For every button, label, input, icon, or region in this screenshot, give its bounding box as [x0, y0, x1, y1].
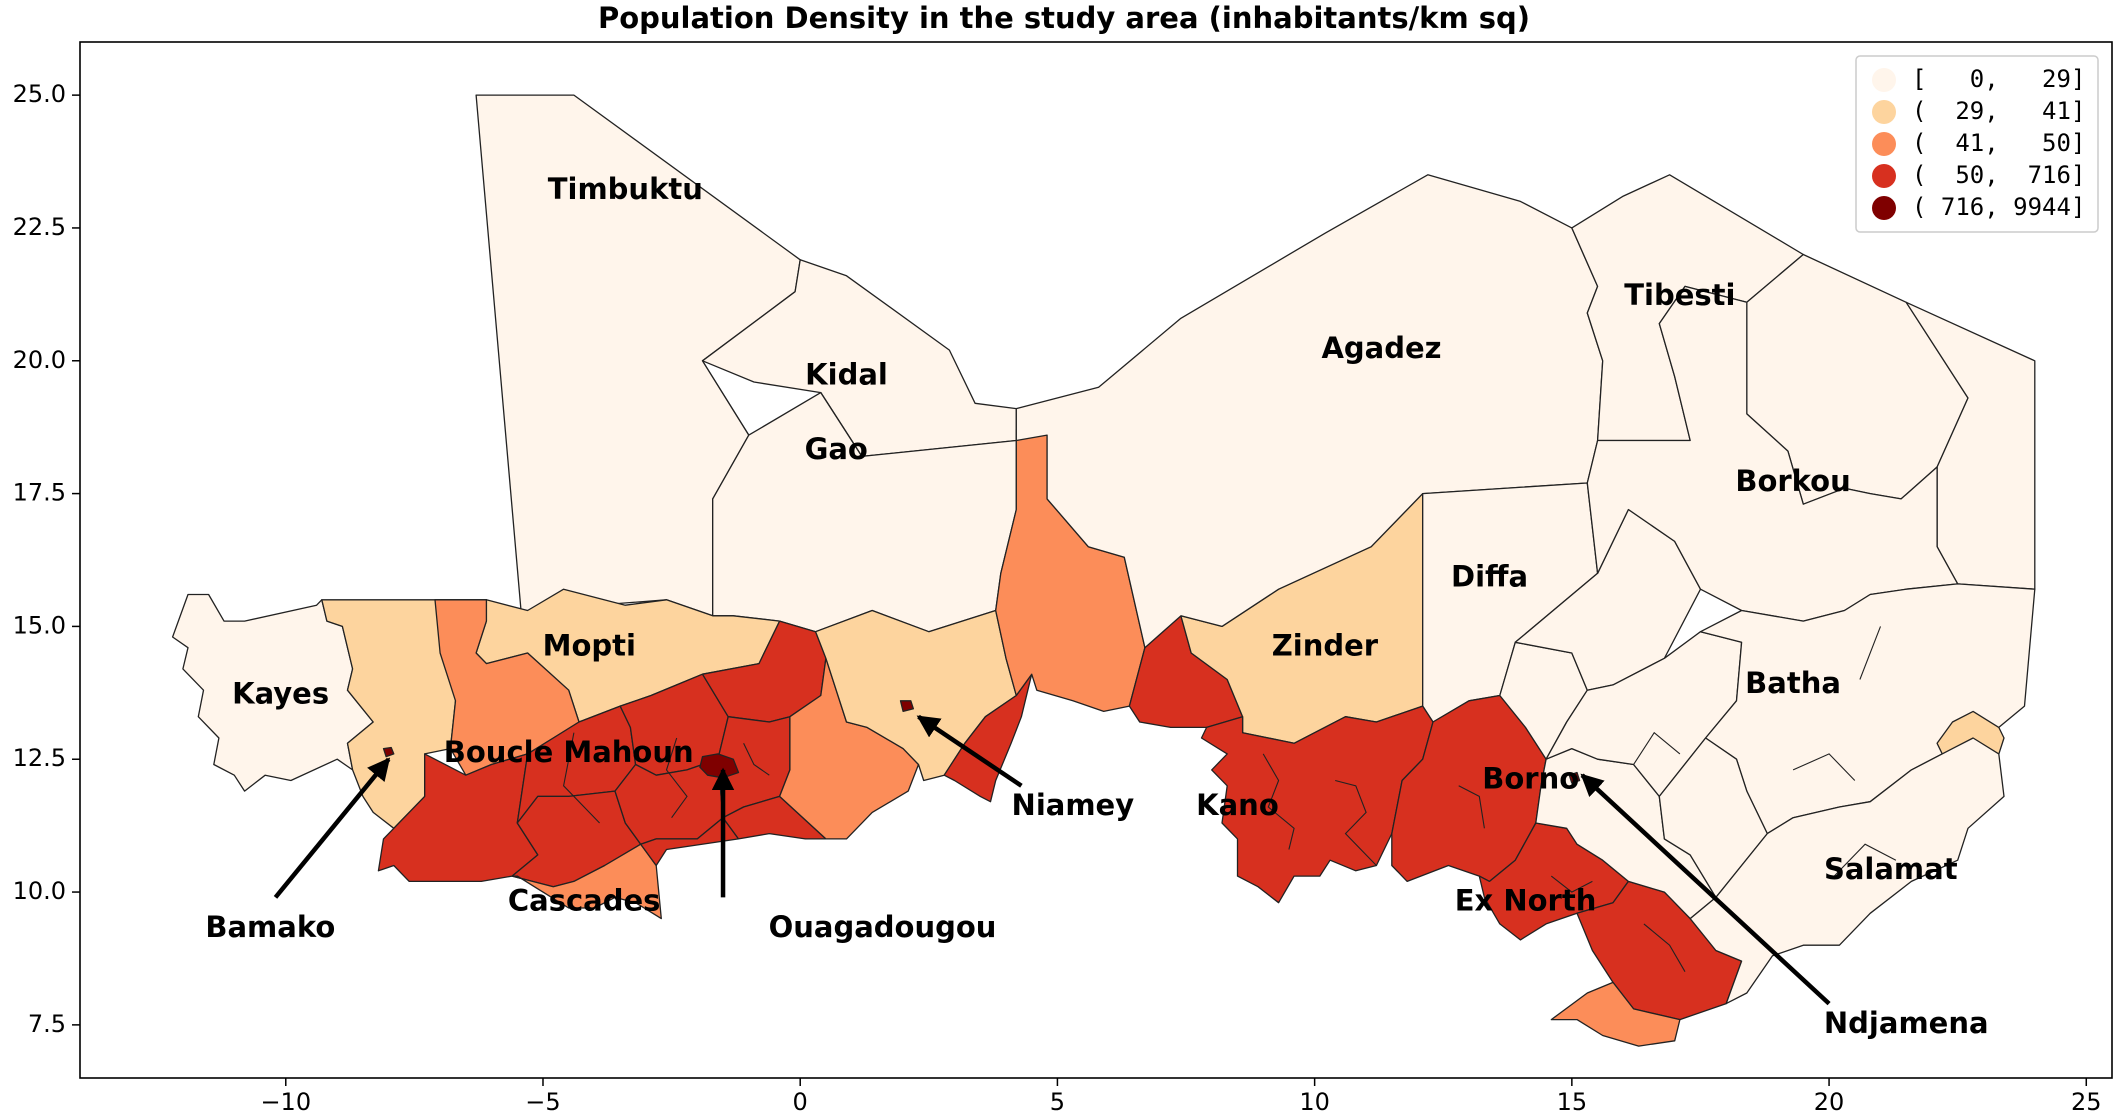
- label-salamat: Salamat: [1824, 852, 1958, 886]
- arrow-niamey: [916, 714, 1023, 788]
- legend-label: [ 0, 29]: [1912, 65, 2085, 93]
- legend-box: [1855, 55, 2099, 233]
- inner-border: [665, 737, 688, 819]
- label-batha: Batha: [1745, 666, 1841, 700]
- y-tick-label: 20.0: [13, 346, 66, 374]
- inner-border: [820, 392, 863, 457]
- inner-borders-layer: [563, 360, 1897, 972]
- axis-ticks: −10 −5 0 5 10 15 20 25 7.5 10.0 12.5 15.0 17.5 20.0 22…: [13, 80, 2102, 1116]
- label-diffa: Diffa: [1451, 560, 1528, 594]
- y-tick-label: 17.5: [13, 479, 66, 507]
- legend-swatch: [1872, 100, 1896, 124]
- region-centre-est: [722, 795, 827, 840]
- inner-border: [1859, 626, 1882, 680]
- region-bamako: [382, 746, 395, 758]
- label-mopti: Mopti: [543, 629, 636, 663]
- inner-border: [702, 360, 750, 436]
- legend-label: ( 716, 9944]: [1912, 193, 2085, 221]
- label-cascades: Cascades: [508, 884, 661, 918]
- y-tick-label: 12.5: [13, 744, 66, 772]
- regions-layer: [171, 94, 2036, 1047]
- inner-border: [1550, 875, 1593, 893]
- label-kano: Kano: [1196, 788, 1279, 822]
- x-tick-label: 15: [1557, 1088, 1588, 1116]
- label-boucle-mahoun: Boucle Mahoun: [444, 735, 694, 769]
- inner-border: [1833, 843, 1897, 877]
- legend-label: ( 29, 41]: [1912, 97, 2085, 125]
- region-sikasso: [377, 753, 539, 883]
- region-borkou: [1586, 285, 1959, 622]
- label-tibesti: Tibesti: [1624, 278, 1735, 312]
- legend: [ 0, 29] ( 29, 41] ( 41, 50] ( 50, 716] ( 71…: [1855, 55, 2099, 233]
- region-kano: [1200, 705, 1434, 904]
- region-logone: [1550, 981, 1681, 1047]
- label-agadez: Agadez: [1321, 331, 1441, 365]
- label-gao: Gao: [805, 432, 868, 466]
- legend-label: ( 41, 50]: [1912, 129, 2085, 157]
- inner-border: [743, 743, 770, 776]
- y-tick-label: 25.0: [13, 80, 66, 108]
- x-tick-label: 10: [1299, 1088, 1330, 1116]
- inner-border: [1643, 923, 1686, 972]
- label-borno: Borno: [1482, 761, 1579, 795]
- arrows-layer: [273, 714, 1831, 1006]
- arrow-bamako: [273, 757, 391, 899]
- label-niamey: Niamey: [1012, 788, 1135, 822]
- y-tick-label: 15.0: [13, 611, 66, 639]
- region-salamat: [1689, 737, 2005, 1005]
- region-dosso: [943, 673, 1033, 803]
- labels-layer: Timbuktu Kidal Gao Agadez Tibesti Borkou Diffa…: [205, 172, 1988, 1040]
- x-tick-label: −5: [525, 1088, 560, 1116]
- legend-swatch: [1872, 164, 1896, 188]
- inner-border: [1633, 731, 1681, 765]
- legend-label: ( 50, 716]: [1912, 161, 2085, 189]
- arrow-ndjamena: [1580, 773, 1831, 1006]
- inner-border: [1792, 753, 1856, 781]
- label-bamako: Bamako: [205, 910, 335, 944]
- x-tick-label: 5: [1050, 1088, 1065, 1116]
- label-borkou: Borkou: [1735, 464, 1850, 498]
- label-ndjamena: Ndjamena: [1824, 1006, 1989, 1040]
- legend-swatch: [1872, 68, 1896, 92]
- label-ouagadougou: Ouagadougou: [769, 910, 997, 944]
- inner-border: [563, 732, 600, 824]
- label-ex-north: Ex North: [1455, 884, 1597, 918]
- y-tick-label: 10.0: [13, 877, 66, 905]
- label-zinder: Zinder: [1272, 629, 1379, 663]
- y-tick-label: 7.5: [28, 1010, 66, 1038]
- label-kidal: Kidal: [805, 358, 888, 392]
- legend-swatch: [1872, 196, 1896, 220]
- inner-border: [1335, 779, 1377, 866]
- label-kayes: Kayes: [232, 676, 329, 710]
- region-cascades: [511, 843, 662, 920]
- x-tick-label: 20: [1814, 1088, 1845, 1116]
- x-tick-label: 25: [2071, 1088, 2102, 1116]
- legend-swatch: [1872, 132, 1896, 156]
- x-tick-label: 0: [793, 1088, 808, 1116]
- region-ndjamena: [1568, 771, 1581, 784]
- plot-frame: [79, 41, 2113, 1079]
- map-title: Population Density in the study area (in…: [597, 1, 1531, 35]
- x-tick-label: −10: [260, 1088, 311, 1116]
- inner-border: [1262, 753, 1295, 850]
- region-niamey: [899, 700, 915, 713]
- label-timbuktu: Timbuktu: [548, 172, 703, 206]
- y-tick-label: 22.5: [13, 213, 66, 241]
- inner-border: [1458, 785, 1485, 829]
